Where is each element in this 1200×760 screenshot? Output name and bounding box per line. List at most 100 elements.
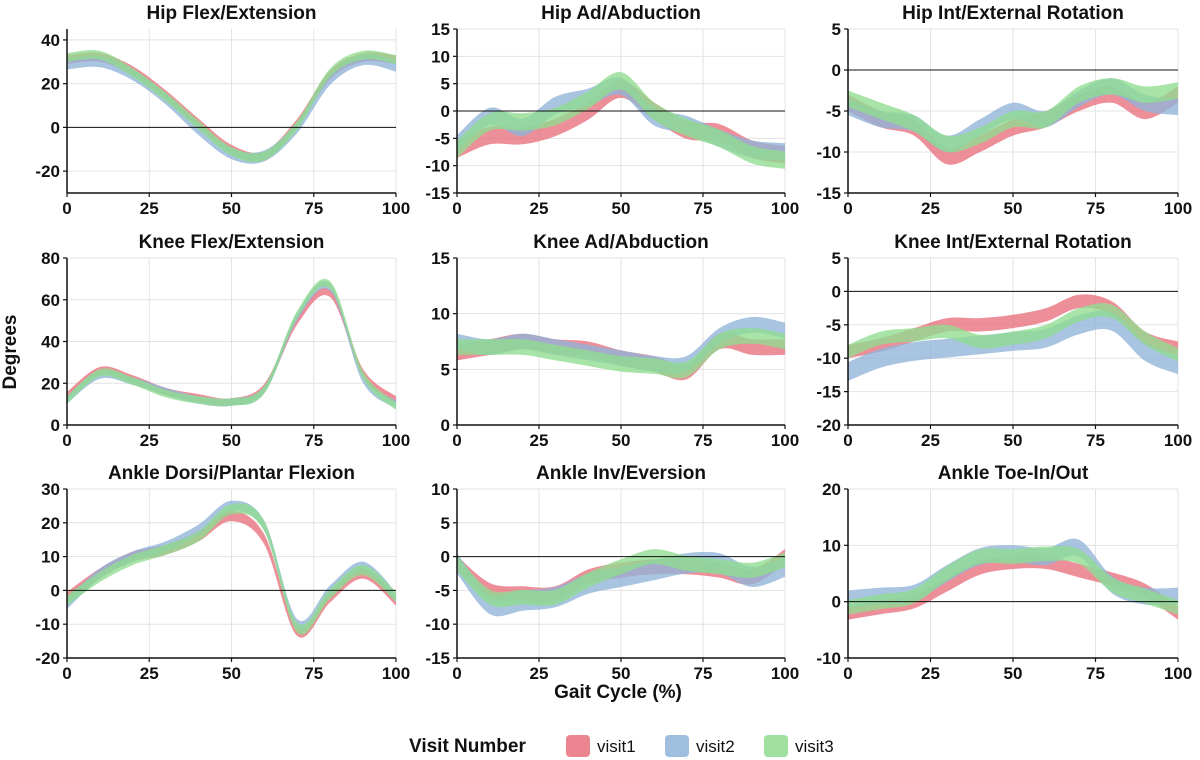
x-tick-label: 25 (530, 199, 549, 218)
y-tick-label: -5 (435, 129, 450, 148)
y-tick-label: 20 (41, 514, 60, 533)
y-tick-label: 5 (441, 75, 450, 94)
y-tick-label: -5 (826, 316, 841, 335)
panel-ankle-dorsi-plantar-flexion: -20 -10 0 10 20 30 0 25 50 75 100 Ankle Dorsi/Plant… (35, 463, 410, 683)
band-knee-ad-abduction-visit3 (457, 328, 785, 379)
band-hip-ad-abduction-visit3 (457, 72, 785, 169)
x-axis-label: Gait Cycle (%) (554, 682, 682, 703)
legend-label-visit1: visit1 (597, 737, 636, 756)
band-ankle-inv-eversion-visit3 (457, 549, 785, 608)
x-tick-label: 0 (62, 664, 71, 683)
legend-swatch-visit3 (764, 735, 788, 757)
x-tick-label: 25 (140, 199, 159, 218)
panel-title: Hip Ad/Abduction (541, 3, 701, 24)
y-tick-label: 20 (41, 75, 60, 94)
panel-title: Hip Flex/Extension (147, 3, 317, 24)
x-tick-label: 0 (62, 199, 71, 218)
x-tick-label: 50 (1004, 664, 1023, 683)
y-tick-label: 0 (832, 282, 841, 301)
x-tick-label: 25 (921, 199, 940, 218)
y-tick-label: -10 (425, 157, 450, 176)
x-tick-label: 75 (1086, 664, 1105, 683)
y-tick-label: 10 (431, 47, 450, 66)
x-tick-label: 75 (694, 664, 713, 683)
panel-title: Ankle Dorsi/Plantar Flexion (108, 463, 355, 484)
panel-title: Hip Int/External Rotation (902, 3, 1124, 24)
y-tick-label: -10 (816, 649, 841, 668)
x-tick-label: 50 (1004, 431, 1023, 450)
x-tick-label: 0 (843, 664, 852, 683)
y-tick-label: 0 (51, 118, 60, 137)
y-tick-label: 0 (441, 102, 450, 121)
y-tick-label: 20 (822, 480, 841, 499)
y-tick-label: -10 (425, 615, 450, 634)
y-tick-label: 0 (832, 593, 841, 612)
y-tick-label: -15 (425, 184, 450, 203)
y-tick-label: 40 (41, 333, 60, 352)
x-tick-label: 0 (843, 431, 852, 450)
y-tick-label: -20 (816, 416, 841, 435)
x-tick-label: 100 (382, 199, 410, 218)
y-tick-label: -15 (816, 184, 841, 203)
y-tick-label: 15 (431, 249, 450, 268)
x-tick-label: 25 (140, 664, 159, 683)
legend-label-visit2: visit2 (696, 737, 735, 756)
x-tick-label: 50 (222, 199, 241, 218)
y-tick-label: 0 (441, 548, 450, 567)
legend-swatch-visit2 (665, 735, 689, 757)
band-hip-flex-extension-visit1 (67, 52, 396, 162)
legend-swatch-visit1 (566, 735, 590, 757)
x-tick-label: 100 (382, 431, 410, 450)
y-tick-label: 30 (41, 480, 60, 499)
x-tick-label: 0 (452, 664, 461, 683)
x-tick-label: 50 (222, 431, 241, 450)
x-tick-label: 0 (843, 199, 852, 218)
x-tick-label: 75 (304, 199, 323, 218)
y-tick-label: 10 (41, 548, 60, 567)
x-tick-label: 100 (771, 431, 799, 450)
x-tick-label: 75 (694, 199, 713, 218)
y-tick-label: 60 (41, 291, 60, 310)
x-tick-label: 25 (140, 431, 159, 450)
y-tick-label: -15 (816, 383, 841, 402)
legend: Visit Number visit1 visit2 visit3 (409, 735, 834, 757)
x-tick-label: 50 (1004, 199, 1023, 218)
x-tick-label: 100 (382, 664, 410, 683)
band-knee-int-external-rotation-visit1 (848, 294, 1178, 359)
panel-title: Ankle Inv/Eversion (536, 463, 706, 484)
y-tick-label: 5 (441, 360, 450, 379)
y-tick-label: 5 (441, 514, 450, 533)
y-tick-label: -5 (826, 102, 841, 121)
y-tick-label: 10 (822, 536, 841, 555)
panel-title: Knee Ad/Abduction (533, 232, 709, 253)
x-tick-label: 50 (612, 664, 631, 683)
legend-label-visit3: visit3 (795, 737, 834, 756)
y-tick-label: 10 (431, 480, 450, 499)
y-tick-label: 5 (832, 249, 841, 268)
x-tick-label: 50 (222, 664, 241, 683)
x-tick-label: 0 (452, 199, 461, 218)
y-tick-label: -15 (425, 649, 450, 668)
band-ankle-toe-in-out-visit3 (848, 545, 1178, 615)
x-tick-label: 25 (530, 664, 549, 683)
y-tick-label: 0 (832, 61, 841, 80)
y-tick-label: -5 (435, 581, 450, 600)
y-tick-label: 0 (51, 416, 60, 435)
y-tick-label: -10 (816, 143, 841, 162)
x-tick-label: 100 (1164, 431, 1192, 450)
panel-knee-ad-abduction: 0 5 10 15 0 25 50 75 100 Knee Ad/Abduction (431, 232, 799, 450)
panel-title: Ankle Toe-In/Out (938, 463, 1089, 484)
x-tick-label: 50 (612, 199, 631, 218)
x-tick-label: 50 (612, 431, 631, 450)
y-tick-label: -20 (35, 649, 60, 668)
x-tick-label: 100 (771, 199, 799, 218)
y-tick-label: 80 (41, 249, 60, 268)
x-tick-label: 100 (771, 664, 799, 683)
y-tick-label: -10 (816, 349, 841, 368)
legend-title: Visit Number (409, 736, 526, 757)
